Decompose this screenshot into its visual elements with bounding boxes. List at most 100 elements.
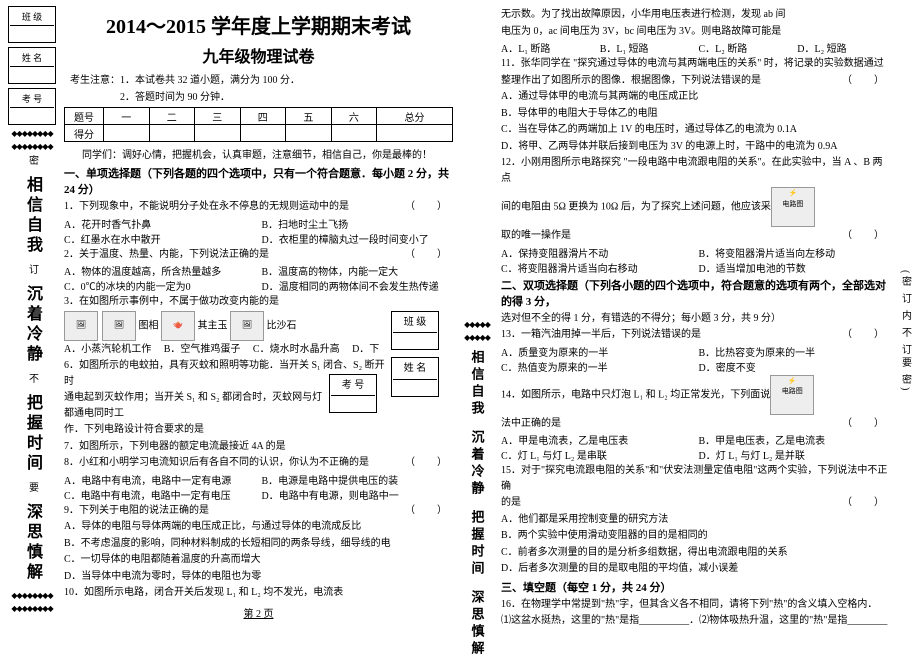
marker: 密) [898,374,913,393]
q13-opts: A．质量变为原来的一半B．比热容变为原来的一半 [501,344,890,359]
dots: ◆◆◆◆◆ [464,320,490,329]
marker: 订 [898,293,913,306]
score-cell: 题号 [65,108,104,125]
score-table: 题号 一 二 三 四 五 六 总分 得分 [64,107,453,142]
mid-examno: 考 号 [331,376,375,397]
mid-class: 班 级 [393,313,437,334]
q7c: C．一切导体的电阻都随着温度的升高而增大 [64,552,453,568]
name-box: 姓 名 [8,47,56,84]
score-cell: 五 [286,108,332,125]
c2-l1: 无示数。为了找出故障原因，小华用电压表进行检测，发现 ab 间 [501,7,890,23]
marker: (密 [898,270,913,289]
q1-text: 1．下列现象中，不能说明分子处在永不停息的无规则运动中的是 [64,201,349,212]
q12c-opt: C．将变阻器滑片适当向右移动 [501,260,693,275]
answer-paren: （ ） [405,503,453,519]
q8: 10．如图所示电路，闭合开关后发现 L₁ 和 L₂ 均不发光，电流表 [64,585,453,601]
binding-strip: 班 级 姓 名 考 号 ◆◆◆◆◆◆◆◆ ◆◆◆◆◆◆◆◆ 密 相信自我 订 沉… [6,6,58,662]
q12b: 间的电阻由 5Ω 更换为 10Ω 后，为了探究上述问题，他应该采⚡电路图 [501,187,890,227]
q15c-opt: C．前者多次测量的目的是分析多组数据，得出电流跟电阻的关系 [501,545,890,561]
sec2b: 选对但不全的得 1 分，有错选的不得分；每小题 3 分，共 9 分） [501,311,890,327]
l3d: D．L₂ 短路 [797,40,890,55]
slogan: 沉着冷静 [20,285,44,365]
q13d: D．密度不变 [699,359,891,374]
q3-mid: 图相 [139,320,159,331]
q12: 12．小刚用图所示电路探究 "一段电路中电流跟电阻的关系"。在此实验中，当 A … [501,155,890,186]
q7d: D．当导体中电流为零时，导体的电阻也为零 [64,569,453,585]
q3-rest: D．下 [352,344,379,355]
q11c-opt: C．当在导体乙的两端加上 1V 的电压时，通过导体乙的电流为 0.1A [501,122,890,138]
q6c: C．电路中有电流，电路中一定有电压 [64,487,256,502]
mid-binding-2: 姓 名 [391,357,453,401]
q14b-text: 法中正确的是 [501,418,561,429]
score-cell: 总分 [377,108,453,125]
q7a: A．导体的电阻与导体两端的电压成正比，与通过导体的电流成反比 [64,519,453,535]
score-cell: 一 [104,108,150,125]
q6-text: 8．小红和小明学习电流知识后有各自不同的认识，你认为不正确的是 [64,457,369,468]
answer-paren: （ ） [842,416,890,432]
q15d-opt: D．后者多次测量的目的是取电阻的平均值，减小误差 [501,561,890,577]
slogan: 相信自我 [468,350,487,418]
q15b-opt: B．两个实验中使用滑动变阻器的目的是相同的 [501,528,890,544]
q1: 1．下列现象中，不能说明分子处在永不停息的无规则运动中的是 （ ） [64,199,453,215]
note-2: 2．答题时间为 90 分钟． [70,88,453,103]
fig-d: 🖼 [230,311,264,341]
c2-l3: A．L₁ 断路B．L₁ 短路C．L₂ 断路D．L₂ 短路 [501,40,890,55]
q11d-opt: D．将甲、乙两导体并联后接到电压为 3V 的电源上时，干路中的电流为 0.9A [501,139,890,155]
q12d-opt: D．适当增加电池的节数 [699,260,891,275]
q15b: 的是（ ） [501,495,890,511]
q12-opts: A．保持变阻器滑片不动B．将变阻器滑片适当向左移动 [501,245,890,260]
l3c: C．L₂ 断路 [699,40,792,55]
q13-opts2: C．热值变为原来的一半D．密度不变 [501,359,890,374]
q1b: B．扫地时尘土飞扬 [262,216,454,231]
q14c-opt: C．灯 L₁ 与灯 L₂ 是串联 [501,447,693,462]
q2d: D．温度相同的两物体间不会发生热传递 [262,278,454,293]
answer-paren: （ ） [842,495,890,511]
q3b: B．空气推鸡蛋子 [164,344,241,355]
exam-title: 2014～2015 学年度上学期期末考试 [64,10,453,39]
q7b: B．不考虑温度的影响，同种材料制成的长短相同的两条导线，细导线的电 [64,536,453,552]
q15a-opt: A．他们都是采用控制变量的研究方法 [501,512,890,528]
q2-opts: A．物体的温度越高，所含热量越多B．温度高的物体，内能一定大 [64,263,453,278]
marker: 要 [25,482,40,495]
marker: 不 [898,327,913,340]
score-cell: 三 [195,108,241,125]
q14d-opt: D．灯 L₁ 与灯 L₂ 是并联 [699,447,891,462]
q3-mid3: 比沙石 [267,320,297,331]
q14-opts: A．甲是电流表，乙是电压表B．甲是电压表，乙是电流表 [501,432,890,447]
marker: 不 [25,373,40,386]
answer-paren: （ ） [405,199,453,215]
q1c: C．红墨水在水中散开 [64,231,256,246]
q7-text: 9．下列关于电阻的说法正确的是 [64,505,209,516]
slogan: 把握时间 [20,394,44,474]
q11: 11．张华同学在 "探究通过导体的电流与其两端电压的关系" 时，将记录的实验数据… [501,56,890,72]
mid-strip: ◆◆◆◆◆ ◆◆◆◆◆ 相信自我 沉着冷静 把握时间 深思慎解 [459,6,495,662]
q12a-opt: A．保持变阻器滑片不动 [501,245,693,260]
q3-images: 🖼🖼 图相 🫖 其主玉 🖼 比沙石 班 级 [64,311,453,341]
note-1: 考生注意：1．本试卷共 32 道小题，满分为 100 分． [70,71,453,86]
q2c: C．0℃的冰块的内能一定为0 [64,278,256,293]
q14b: 法中正确的是 （ ） [501,416,890,432]
fig-a: 🖼 [64,311,98,341]
dots: ◆◆◆◆◆◆◆◆ [11,142,52,151]
score-cell: 六 [331,108,377,125]
q1d: D．衣柜里的樟脑丸过一段时间变小了 [262,231,454,246]
score-cell: 四 [240,108,286,125]
q14-text: 14．如图所示，电路中只灯泡 L₁ 和 L₂ 均正常发光，下列面说 [501,389,770,400]
circuit-figure: ⚡电路图 [771,187,815,227]
score-cell: 得分 [65,125,104,142]
q6-opts: A．电路中有电流，电路中一定有电源B．电源是电路中提供电压的装 [64,472,453,487]
mid-binding: 班 级 [391,311,453,355]
slogan: 沉着冷静 [468,430,487,498]
dots: ◆◆◆◆◆◆◆◆ [11,129,52,138]
q16: 16．在物理学中常提到"热"字，但其含义各不相同，请将下列"热"的含义填入空格内… [501,597,890,613]
exam-no-box: 考 号 [8,88,56,125]
marker: 订要 [898,344,913,370]
q3-mid2: 其主玉 [198,320,228,331]
q2a: A．物体的温度越高，所含热量越多 [64,263,256,278]
answer-paren: （ ） [842,73,890,89]
figure-row: 🫖 [161,311,195,341]
q3c: C．烧水时水晶升高 [253,344,340,355]
dots: ◆◆◆◆◆◆◆◆ [11,591,52,600]
figure-row: 🖼🖼 [64,311,136,341]
slogan: 相信自我 [20,176,44,256]
